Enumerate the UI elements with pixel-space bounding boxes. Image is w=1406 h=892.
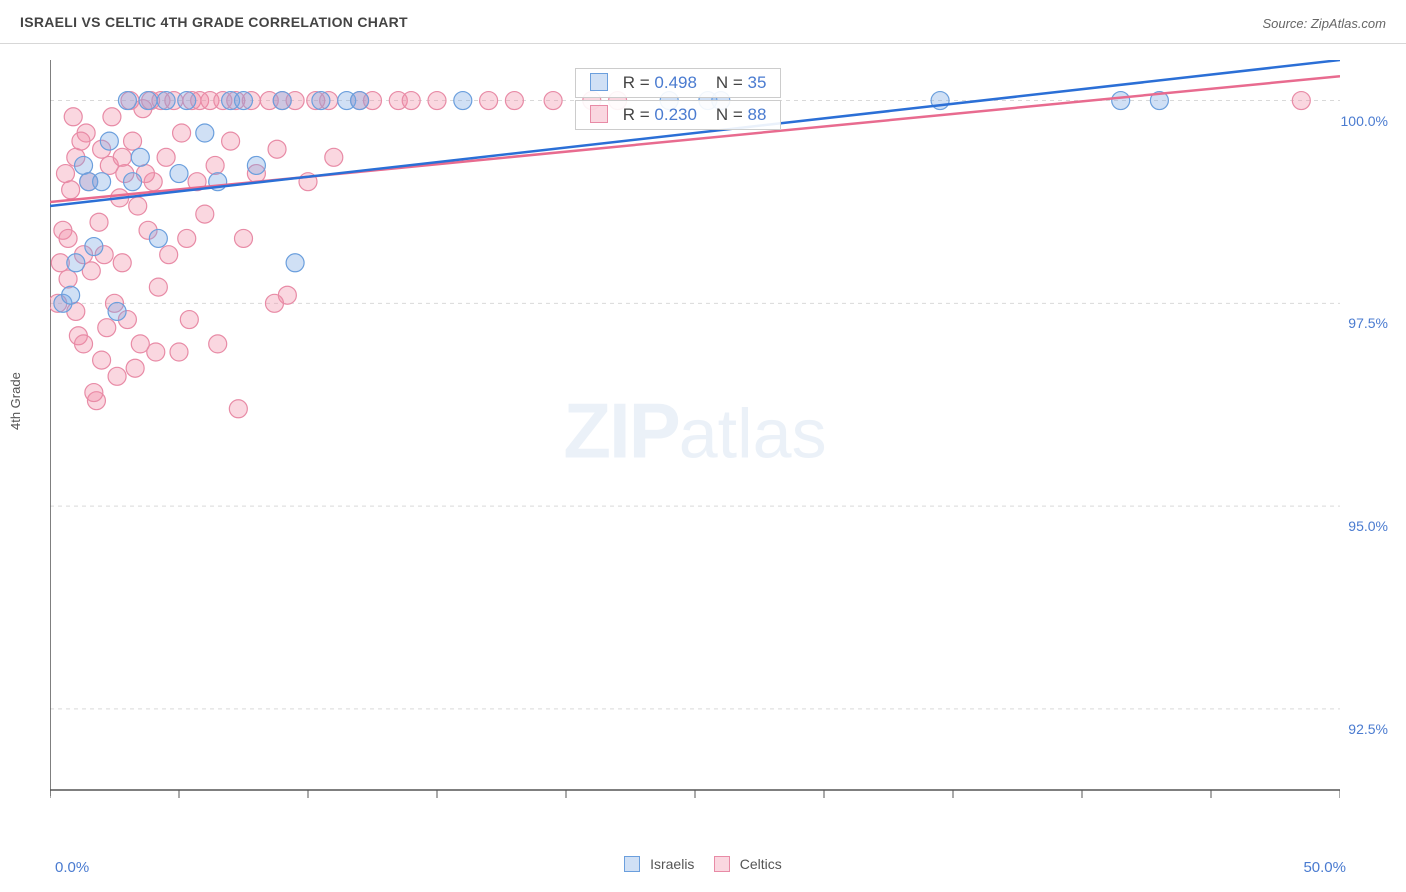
legend-swatch-celtics xyxy=(714,856,730,872)
y-tick-2: 97.5% xyxy=(1348,315,1388,331)
stat-swatch-israelis xyxy=(590,73,608,91)
scatter-plot: ZIPatlas xyxy=(50,60,1340,820)
source-name: ZipAtlas.com xyxy=(1311,16,1386,31)
chart-title: ISRAELI VS CELTIC 4TH GRADE CORRELATION … xyxy=(20,14,408,30)
stat-n-celtics: 88 xyxy=(748,105,767,124)
legend-bottom: Israelis Celtics xyxy=(0,856,1406,872)
y-tick-0: 92.5% xyxy=(1348,721,1388,737)
legend-swatch-israelis xyxy=(624,856,640,872)
source-attribution: Source: ZipAtlas.com xyxy=(1262,16,1386,31)
legend-label-celtics: Celtics xyxy=(740,856,782,872)
y-tick-1: 95.0% xyxy=(1348,518,1388,534)
y-axis-label: 4th Grade xyxy=(8,372,23,430)
stat-r-label: R = xyxy=(623,73,655,92)
stat-n-israelis: 35 xyxy=(748,73,767,92)
y-tick-3: 100.0% xyxy=(1341,113,1388,129)
chart-svg xyxy=(50,60,1340,820)
stat-swatch-celtics xyxy=(590,105,608,123)
chart-header: ISRAELI VS CELTIC 4TH GRADE CORRELATION … xyxy=(0,0,1406,44)
stat-r-label-2: R = xyxy=(623,105,655,124)
stat-r-celtics: 0.230 xyxy=(654,105,697,124)
stat-box-celtics: R = 0.230 N = 88 xyxy=(575,100,781,130)
stat-n-label-2: N = xyxy=(716,105,748,124)
stat-n-label: N = xyxy=(716,73,748,92)
stat-r-israelis: 0.498 xyxy=(654,73,697,92)
source-prefix: Source: xyxy=(1262,16,1310,31)
legend-label-israelis: Israelis xyxy=(650,856,694,872)
stat-box-israelis: R = 0.498 N = 35 xyxy=(575,68,781,98)
